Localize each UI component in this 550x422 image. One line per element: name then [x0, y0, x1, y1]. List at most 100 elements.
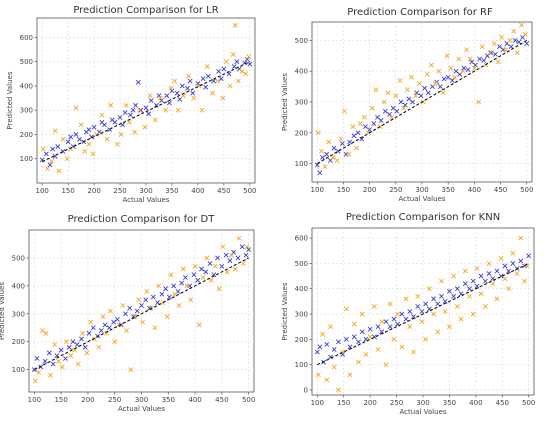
data-point: [68, 146, 74, 152]
data-point: [199, 107, 205, 113]
data-point: [218, 76, 224, 82]
x-tick-label: 400: [469, 399, 482, 407]
data-point: [508, 44, 514, 50]
data-point: [419, 309, 425, 314]
data-point: [355, 130, 361, 136]
data-point: [482, 278, 488, 284]
data-point: [152, 325, 158, 331]
data-point: [522, 278, 527, 284]
data-point: [416, 81, 422, 86]
data-point: [432, 81, 438, 86]
y-tick-label: 200: [295, 336, 308, 344]
data-point: [36, 370, 42, 375]
data-point: [243, 252, 249, 258]
data-point: [403, 296, 409, 302]
data-point: [467, 56, 473, 62]
data-point: [120, 302, 126, 308]
x-tick-label: 150: [337, 186, 350, 194]
x-tick-label: 150: [337, 399, 350, 407]
series-1: [314, 34, 530, 176]
data-point: [43, 151, 49, 157]
chart-panel-1: 100 150 200 250 300 350 400 450 500 100 200 300 400 5…: [6, 5, 256, 204]
data-point: [210, 90, 215, 96]
y-tick-label: 100: [295, 361, 308, 369]
data-point: [176, 302, 182, 308]
data-point: [414, 90, 420, 96]
data-point: [379, 329, 385, 335]
y-axis-label: Predicted Values: [0, 282, 6, 340]
data-point: [413, 93, 419, 99]
data-point: [440, 90, 446, 96]
y-tick-label: 300: [20, 107, 33, 115]
data-point: [137, 107, 143, 113]
data-point: [246, 54, 252, 60]
series-2: [315, 235, 530, 393]
data-point: [395, 311, 401, 317]
x-tick-label: 250: [389, 186, 402, 194]
data-point: [502, 276, 508, 282]
data-point: [367, 127, 373, 133]
data-point: [98, 328, 104, 333]
data-point: [114, 316, 120, 322]
data-point: [343, 336, 349, 342]
data-point: [239, 244, 245, 250]
data-point: [342, 108, 347, 114]
data-point: [227, 258, 233, 264]
data-point: [399, 344, 405, 350]
data-point: [102, 322, 108, 328]
data-point: [491, 41, 497, 46]
data-point: [134, 308, 140, 314]
data-point: [409, 74, 414, 80]
data-point: [179, 280, 185, 286]
x-tick-label: 250: [390, 399, 403, 407]
data-point: [422, 85, 428, 91]
data-point: [168, 272, 174, 278]
data-point: [82, 149, 88, 154]
data-point: [512, 38, 518, 43]
data-point: [407, 309, 413, 314]
y-tick-label: 400: [20, 82, 33, 90]
data-point: [156, 93, 162, 99]
data-point: [389, 114, 395, 120]
data-point: [519, 22, 524, 28]
x-axis-label: Actual Values: [118, 405, 165, 413]
data-point: [203, 269, 209, 275]
data-point: [94, 132, 100, 137]
x-tick-label: 450: [217, 187, 230, 195]
data-point: [139, 302, 144, 308]
data-point: [205, 73, 211, 79]
data-point: [68, 353, 74, 359]
data-point: [191, 272, 197, 278]
data-point: [524, 41, 530, 46]
data-point: [74, 342, 80, 347]
data-point: [473, 62, 478, 68]
data-point: [435, 329, 441, 335]
data-point: [143, 297, 149, 303]
data-point: [424, 71, 430, 77]
data-point: [503, 47, 509, 53]
data-point: [68, 134, 74, 140]
data-point: [235, 255, 241, 261]
data-point: [128, 112, 133, 118]
data-point: [246, 247, 252, 252]
data-point: [371, 121, 377, 126]
data-point: [215, 78, 221, 84]
data-point: [108, 102, 114, 108]
x-tick-label: 300: [415, 186, 428, 194]
data-point: [492, 51, 498, 57]
y-tick-label: 200: [295, 129, 308, 137]
data-point: [150, 294, 156, 300]
data-point: [462, 281, 468, 287]
data-point: [234, 59, 240, 65]
chart-panel-3: 100 150 200 250 300 350 400 450 500 100 200 300 400 5…: [0, 214, 255, 413]
data-point: [373, 87, 379, 93]
data-point: [391, 316, 397, 322]
data-point: [315, 372, 321, 378]
data-point: [126, 119, 132, 125]
data-point: [131, 314, 136, 320]
data-point: [204, 255, 210, 261]
data-point: [73, 105, 79, 111]
y-axis-label: Predicted Values: [281, 282, 289, 340]
data-point: [328, 354, 333, 360]
x-tick-label: 500: [522, 399, 535, 407]
